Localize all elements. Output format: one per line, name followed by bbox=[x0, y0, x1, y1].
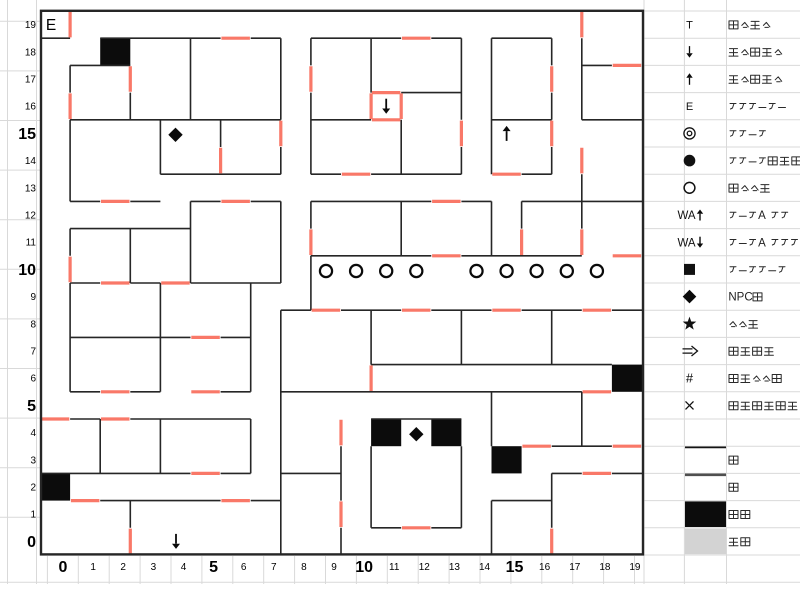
svg-text:N: N bbox=[728, 292, 736, 304]
svg-text:14: 14 bbox=[25, 156, 37, 167]
svg-text:WA: WA bbox=[677, 237, 695, 249]
svg-text:A: A bbox=[758, 210, 766, 222]
svg-text:13: 13 bbox=[25, 183, 37, 194]
svg-text:A: A bbox=[758, 237, 766, 249]
svg-text:18: 18 bbox=[25, 47, 37, 58]
svg-text:9: 9 bbox=[331, 562, 337, 573]
svg-text:7: 7 bbox=[271, 562, 277, 573]
svg-text:6: 6 bbox=[241, 562, 247, 573]
svg-text:15: 15 bbox=[18, 126, 36, 143]
svg-text:16: 16 bbox=[25, 102, 37, 113]
svg-text:17: 17 bbox=[569, 562, 581, 573]
svg-text:8: 8 bbox=[301, 562, 307, 573]
svg-text:E: E bbox=[686, 101, 693, 113]
svg-text:0: 0 bbox=[59, 559, 68, 576]
svg-text:9: 9 bbox=[30, 292, 36, 303]
svg-text:19: 19 bbox=[25, 20, 37, 31]
svg-text:10: 10 bbox=[355, 559, 373, 576]
svg-text:11: 11 bbox=[26, 238, 37, 249]
svg-text:12: 12 bbox=[419, 562, 431, 573]
svg-text:2: 2 bbox=[30, 483, 36, 494]
svg-text:16: 16 bbox=[539, 562, 551, 573]
svg-text:5: 5 bbox=[27, 398, 36, 415]
svg-text:11: 11 bbox=[389, 562, 400, 573]
svg-text:E: E bbox=[46, 17, 56, 34]
svg-text:WA: WA bbox=[677, 210, 695, 222]
svg-text:T: T bbox=[686, 20, 693, 32]
svg-text:1: 1 bbox=[30, 510, 36, 521]
svg-text:15: 15 bbox=[506, 559, 524, 576]
svg-text:6: 6 bbox=[30, 374, 36, 385]
svg-text:17: 17 bbox=[25, 75, 37, 86]
svg-text:3: 3 bbox=[151, 562, 157, 573]
svg-text:18: 18 bbox=[599, 562, 611, 573]
svg-text:0: 0 bbox=[27, 534, 36, 551]
svg-text:13: 13 bbox=[449, 562, 461, 573]
svg-text:7: 7 bbox=[30, 347, 36, 358]
svg-text:14: 14 bbox=[479, 562, 491, 573]
svg-text:4: 4 bbox=[181, 562, 187, 573]
svg-text:1: 1 bbox=[90, 562, 96, 573]
svg-text:2: 2 bbox=[120, 562, 126, 573]
svg-text:4: 4 bbox=[30, 428, 36, 439]
svg-text:10: 10 bbox=[18, 262, 36, 279]
svg-text:P: P bbox=[737, 292, 745, 304]
svg-text:19: 19 bbox=[629, 562, 641, 573]
svg-text:#: # bbox=[686, 371, 694, 386]
svg-text:5: 5 bbox=[209, 559, 218, 576]
svg-text:12: 12 bbox=[25, 211, 37, 222]
svg-text:3: 3 bbox=[30, 455, 36, 466]
svg-text:C: C bbox=[744, 292, 752, 304]
svg-text:8: 8 bbox=[30, 319, 36, 330]
